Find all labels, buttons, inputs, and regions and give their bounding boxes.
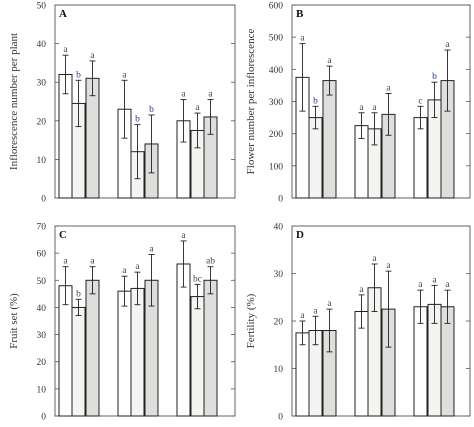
significance-letter: ab <box>206 257 215 267</box>
significance-letter: a <box>122 266 127 276</box>
significance-letter: b <box>313 96 318 106</box>
significance-letter: a <box>372 103 377 113</box>
y-tick-label: 40 <box>274 223 284 233</box>
significance-letter: a <box>122 70 127 80</box>
significance-letter: a <box>445 280 450 290</box>
significance-letter: a <box>181 231 186 241</box>
y-axis-label: Fruit set (%) <box>8 293 20 349</box>
y-tick-label: 10 <box>37 385 47 395</box>
significance-letter: a <box>63 45 68 55</box>
significance-letter: a <box>135 262 140 272</box>
bar <box>413 117 428 199</box>
y-tick-label: 70 <box>37 223 47 233</box>
y-tick-label: 300 <box>269 98 284 108</box>
significance-letter: a <box>90 257 95 267</box>
significance-letter: a <box>149 245 154 255</box>
bar <box>117 290 132 417</box>
significance-letter: a <box>359 285 364 295</box>
significance-letter: a <box>181 90 186 100</box>
y-tick-label: 100 <box>269 162 284 172</box>
significance-letter: a <box>386 83 391 93</box>
significance-letter: a <box>445 40 450 50</box>
bar <box>85 279 100 417</box>
significance-letter: a <box>63 257 68 267</box>
significance-letter: a <box>300 34 305 44</box>
y-tick-label: 500 <box>269 34 284 44</box>
panel-label: C <box>59 229 67 241</box>
significance-letter: b <box>76 70 81 80</box>
significance-letter: a <box>372 254 377 264</box>
y-tick-label: 10 <box>37 156 47 166</box>
y-tick-label: 40 <box>37 40 47 50</box>
panel-label: B <box>296 8 304 20</box>
significance-letter: b <box>76 289 81 299</box>
y-tick-label: 0 <box>41 195 46 205</box>
bar <box>58 285 73 417</box>
y-tick-label: 30 <box>37 79 47 89</box>
significance-letter: a <box>432 275 437 285</box>
significance-letter: a <box>300 311 305 321</box>
significance-letter: b <box>432 72 437 82</box>
y-tick-label: 60 <box>37 250 47 260</box>
significance-letter: a <box>359 103 364 113</box>
significance-letter: a <box>90 51 95 61</box>
bar <box>295 332 310 417</box>
y-axis-label: Flower number per inflorescence <box>245 29 257 175</box>
significance-letter: bc <box>193 274 202 284</box>
bar <box>71 306 86 417</box>
y-tick-label: 400 <box>269 66 284 76</box>
y-tick-label: 20 <box>37 358 47 368</box>
bar <box>322 80 337 199</box>
y-tick-label: 20 <box>274 318 284 328</box>
bar <box>190 296 205 417</box>
y-tick-label: 20 <box>37 117 47 127</box>
panel-label: D <box>296 229 304 241</box>
y-tick-label: 0 <box>41 413 46 423</box>
y-tick-label: 40 <box>37 304 47 314</box>
bar <box>85 77 100 199</box>
y-tick-label: 10 <box>274 365 284 375</box>
significance-letter: a <box>327 299 332 309</box>
significance-letter: c <box>418 96 422 106</box>
panel-label: A <box>59 8 67 20</box>
y-tick-label: 50 <box>37 2 47 12</box>
y-axis-label: Fertility (%) <box>245 293 257 348</box>
significance-letter: b <box>135 115 140 125</box>
y-tick-label: 30 <box>274 270 284 280</box>
y-tick-label: 200 <box>269 130 284 140</box>
y-tick-label: 600 <box>269 2 284 12</box>
bar <box>308 117 323 199</box>
y-tick-label: 0 <box>278 195 283 205</box>
significance-letter: a <box>313 306 318 316</box>
y-tick-label: 50 <box>37 277 47 287</box>
significance-letter: a <box>386 261 391 271</box>
bar <box>203 279 218 417</box>
significance-letter: a <box>327 56 332 66</box>
significance-letter: a <box>195 103 200 113</box>
significance-letter: a <box>418 280 423 290</box>
y-tick-label: 30 <box>37 331 47 341</box>
panel-a: 0 10 20 30 40 50 Inflorescence number per plan… <box>8 2 236 205</box>
y-axis-label: Inflorescence number per plant <box>8 33 20 170</box>
panel-b: 0 100 200 300 400 500 600 Flower number per inf… <box>245 2 471 205</box>
significance-letter: b <box>149 105 154 115</box>
significance-letter: a <box>208 90 213 100</box>
bar <box>130 287 145 417</box>
y-tick-label: 0 <box>278 413 283 423</box>
